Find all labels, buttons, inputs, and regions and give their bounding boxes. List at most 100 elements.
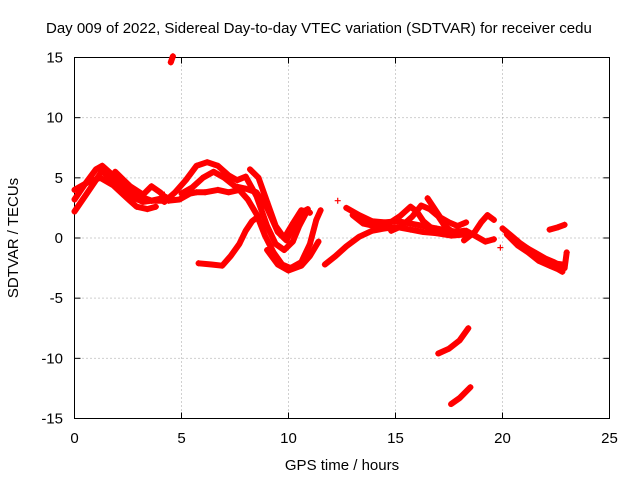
data-point-marker (546, 226, 553, 233)
data-point-marker (420, 228, 427, 235)
data-point-marker (503, 231, 510, 238)
data-point-marker (152, 203, 159, 210)
data-point-marker (219, 262, 226, 269)
series-arc-w (167, 53, 176, 66)
grid (74, 57, 610, 419)
data-point-marker (531, 249, 538, 256)
x-tick-label: 5 (177, 430, 185, 447)
data-point-marker (289, 220, 296, 227)
data-point-marker (139, 191, 146, 198)
data-point-marker (561, 265, 568, 272)
data-point-marker (388, 227, 395, 234)
data-point-marker (456, 395, 463, 402)
data-point-marker (264, 247, 271, 254)
x-tick-label: 25 (601, 430, 618, 447)
data-point-marker (478, 219, 485, 226)
data-point-marker (555, 224, 562, 231)
series-trace (463, 227, 497, 245)
data-point-marker (161, 191, 168, 198)
series-arc-s (510, 237, 570, 272)
data-point-marker (332, 253, 339, 260)
data-point-marker (242, 185, 249, 192)
series-trace (195, 213, 262, 269)
data-point-marker (255, 213, 262, 220)
data-point-marker (542, 255, 549, 262)
data-point-marker (172, 189, 179, 196)
data-point-marker (281, 247, 288, 254)
y-tick-label: -15 (41, 411, 63, 428)
data-point-marker (467, 384, 474, 391)
data-point-marker (497, 244, 504, 251)
data-point-marker (306, 241, 313, 248)
data-point-marker (456, 337, 463, 344)
data-point-marker (343, 243, 350, 250)
x-tick-label: 15 (387, 430, 404, 447)
series-trace (388, 202, 455, 234)
data-point-marker (264, 222, 271, 229)
series-arc-c (71, 174, 159, 213)
data-point-marker (167, 59, 174, 66)
series-arc-h (195, 213, 262, 269)
data-point-marker (409, 213, 416, 220)
data-point-marker (407, 203, 414, 210)
data-point-marker (281, 235, 288, 241)
data-point-marker (169, 53, 176, 60)
data-point-marker (234, 177, 241, 184)
data-point-marker (535, 257, 542, 264)
data-point-marker (317, 207, 324, 214)
data-point-marker (71, 196, 78, 203)
data-point-marker (561, 221, 568, 228)
data-point-marker (490, 216, 497, 223)
data-point-marker (510, 237, 517, 244)
data-point-marker (242, 227, 249, 234)
series-arc-n (424, 195, 470, 229)
x-axis-label: GPS time / hours (285, 457, 399, 474)
data-point-marker (463, 219, 470, 226)
data-point-marker (253, 189, 260, 196)
series-trace (435, 325, 472, 357)
data-point-marker (71, 186, 78, 193)
x-tick-labels: 0 5 10 15 20 25 (70, 430, 618, 447)
data-point-marker (383, 221, 390, 228)
data-point-marker (484, 212, 491, 219)
data-point-marker (261, 232, 268, 239)
data-point-marker (221, 174, 228, 181)
data-point-marker (225, 189, 232, 196)
series-trace (448, 384, 474, 408)
series-arc-i (264, 238, 322, 274)
data-point-marker (398, 222, 405, 229)
series-trace (247, 166, 313, 241)
data-point-marker (454, 222, 461, 229)
data-point-marker (127, 183, 134, 190)
x-tick-label: 10 (280, 430, 297, 447)
data-point-marker (178, 190, 185, 197)
axis-ticks (74, 57, 610, 419)
y-tick-label: 5 (55, 170, 63, 187)
data-point-marker (199, 174, 206, 181)
data-point-marker (473, 233, 480, 240)
data-point-marker (249, 218, 256, 225)
data-point-marker (255, 174, 262, 181)
data-point-marker (82, 192, 89, 199)
data-point-marker (176, 196, 183, 203)
data-point-marker (122, 194, 129, 201)
data-point-marker (227, 253, 234, 260)
series-arc-v (448, 384, 474, 408)
data-point-marker (298, 262, 305, 269)
data-point-marker (289, 238, 296, 245)
data-point-marker (133, 203, 140, 210)
y-tick-label: 10 (46, 110, 63, 127)
y-tick-label: -5 (50, 290, 63, 307)
data-point-marker (313, 216, 320, 223)
data-point-marker (420, 218, 427, 225)
data-point-marker (204, 159, 211, 166)
series-arc-t (546, 221, 568, 233)
data-point-marker (343, 204, 350, 211)
data-point-marker (563, 249, 570, 256)
data-point-marker (193, 189, 200, 196)
data-point-marker (71, 208, 78, 215)
data-point-marker (431, 204, 438, 211)
data-point-marker (546, 262, 553, 269)
data-point-marker (396, 213, 403, 220)
